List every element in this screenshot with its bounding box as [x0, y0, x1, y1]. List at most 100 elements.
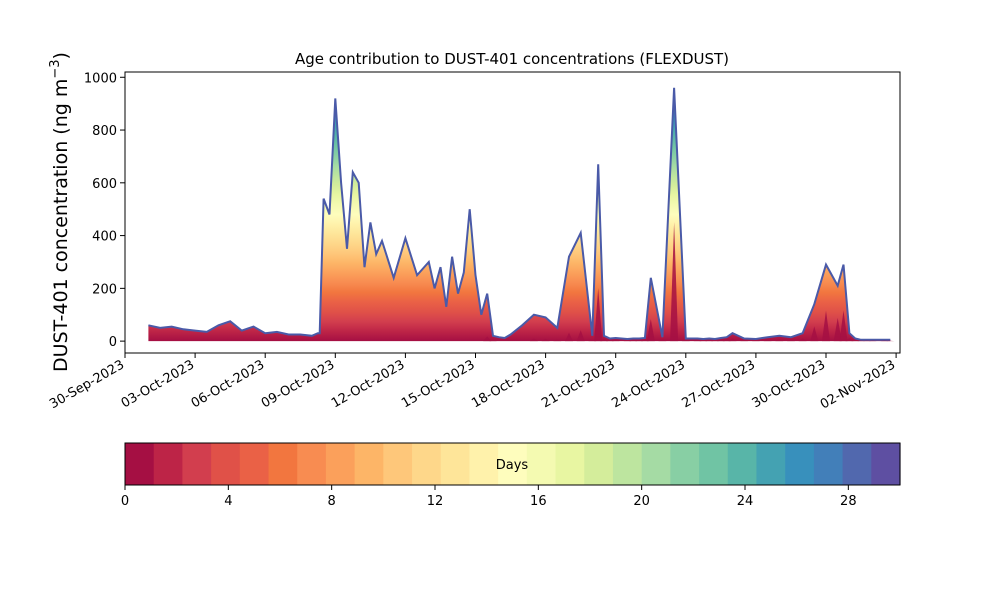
colorbar-tick-label: 28 — [840, 494, 857, 509]
colorbar-swatch — [383, 443, 413, 485]
colorbar-tick-label: 4 — [224, 494, 232, 509]
y-axis-label-close: ) — [50, 52, 72, 59]
y-axis-label-main: DUST-401 concentration (ng m — [50, 79, 72, 372]
colorbar-swatch — [469, 443, 499, 485]
x-tick-label: 21-Oct-2023 — [539, 357, 617, 411]
colorbar-swatch — [211, 443, 241, 485]
colorbar-swatch — [412, 443, 442, 485]
y-tick-label: 0 — [109, 335, 117, 350]
x-tick-label: 24-Oct-2023 — [609, 357, 687, 411]
colorbar-swatch — [440, 443, 471, 485]
young-age-peak — [763, 339, 772, 342]
young-age-peak — [670, 222, 679, 342]
colorbar-swatch — [325, 443, 356, 485]
colorbar-swatch — [584, 443, 614, 485]
young-age-peak — [722, 339, 731, 342]
young-age-peak — [851, 340, 860, 342]
colorbar-tick-label: 16 — [530, 494, 547, 509]
x-tick-label: 02-Nov-2023 — [818, 357, 898, 412]
young-age-peak — [600, 339, 608, 342]
colorbar-swatch — [268, 443, 298, 485]
colorbar-swatch — [125, 443, 155, 485]
plot-area — [148, 87, 895, 342]
young-age-peak — [483, 336, 492, 342]
young-age-peak — [775, 339, 784, 342]
colorbar-ticks: 0 4 8 12 16 20 24 28 — [121, 485, 857, 509]
colorbar-swatch — [526, 443, 557, 485]
colorbar-swatch — [297, 443, 327, 485]
x-tick-label: 06-Oct-2023 — [189, 357, 267, 411]
young-age-peak — [629, 340, 638, 342]
young-age-peak — [605, 340, 614, 342]
x-tick-label: 18-Oct-2023 — [469, 357, 547, 411]
colorbar-tick-label: 12 — [427, 494, 444, 509]
young-age-peak — [565, 332, 573, 342]
colorbar-label: Days — [496, 458, 529, 473]
y-axis-label: DUST-401 concentration (ng m−3) — [48, 52, 72, 372]
y-axis: 0 200 400 600 800 1000 — [84, 71, 125, 350]
young-age-peak — [541, 338, 550, 342]
colorbar-swatch — [756, 443, 786, 485]
young-age-peak — [646, 319, 655, 342]
x-tick-label: 27-Oct-2023 — [680, 357, 758, 411]
young-age-peak — [576, 330, 585, 342]
x-tick-label: 15-Oct-2023 — [399, 357, 477, 411]
young-age-peak — [740, 340, 749, 342]
colorbar-swatch — [612, 443, 643, 485]
young-age-peak — [635, 340, 644, 342]
colorbar-swatch — [842, 443, 872, 485]
young-age-peak — [751, 340, 760, 342]
y-tick-label: 600 — [92, 177, 117, 192]
colorbar-swatch — [670, 443, 700, 485]
young-age-peak — [728, 338, 737, 342]
young-age-peak — [833, 317, 842, 342]
y-tick-label: 400 — [92, 230, 117, 245]
y-tick-label: 1000 — [84, 71, 117, 86]
young-age-peak — [716, 340, 725, 342]
colorbar: Days 0 4 8 12 16 20 24 28 — [121, 442, 901, 509]
colorbar-swatch — [641, 443, 671, 485]
young-age-peak — [839, 310, 848, 342]
colorbar-swatch — [239, 443, 270, 485]
young-age-peak — [693, 340, 702, 342]
colorbar-swatch — [354, 443, 384, 485]
x-tick-label: 30-Oct-2023 — [750, 357, 828, 411]
x-axis: 30-Sep-202303-Oct-202306-Oct-202309-Oct-… — [47, 353, 898, 412]
colorbar-swatch — [727, 443, 758, 485]
colorbar-swatch — [785, 443, 815, 485]
young-age-peak — [489, 340, 497, 342]
plot-frame — [124, 71, 901, 354]
young-age-peak — [553, 339, 562, 342]
young-age-peak — [699, 340, 708, 342]
young-age-peak — [787, 339, 795, 342]
young-age-peak — [711, 340, 719, 342]
colorbar-swatch — [871, 443, 901, 485]
colorbar-swatch — [182, 443, 212, 485]
young-age-peak — [798, 338, 807, 342]
x-tick-label: 03-Oct-2023 — [119, 357, 197, 411]
y-tick-label: 200 — [92, 282, 117, 297]
colorbar-tick-label: 0 — [121, 494, 129, 509]
young-age-peak — [611, 340, 620, 342]
y-tick-label: 800 — [92, 124, 117, 139]
colorbar-swatch — [498, 443, 528, 485]
colorbar-swatch — [813, 443, 844, 485]
x-tick-label: 09-Oct-2023 — [259, 357, 337, 411]
young-age-peak — [623, 340, 632, 342]
young-age-peak — [594, 288, 603, 342]
colorbar-tick-label: 20 — [633, 494, 650, 509]
colorbar-swatch — [153, 443, 183, 485]
stacked-area-fill — [148, 87, 891, 342]
colorbar-swatches — [125, 443, 901, 485]
young-age-peak — [845, 338, 854, 342]
young-age-peak — [810, 326, 819, 342]
colorbar-swatch — [699, 443, 729, 485]
young-age-peak — [681, 340, 690, 342]
x-tick-label: 12-Oct-2023 — [329, 357, 407, 411]
chart-title: Age contribution to DUST-401 concentrati… — [295, 50, 729, 68]
colorbar-tick-label: 8 — [328, 494, 336, 509]
young-age-peak — [529, 338, 538, 342]
total-concentration-line — [148, 87, 891, 341]
colorbar-swatch — [555, 443, 585, 485]
